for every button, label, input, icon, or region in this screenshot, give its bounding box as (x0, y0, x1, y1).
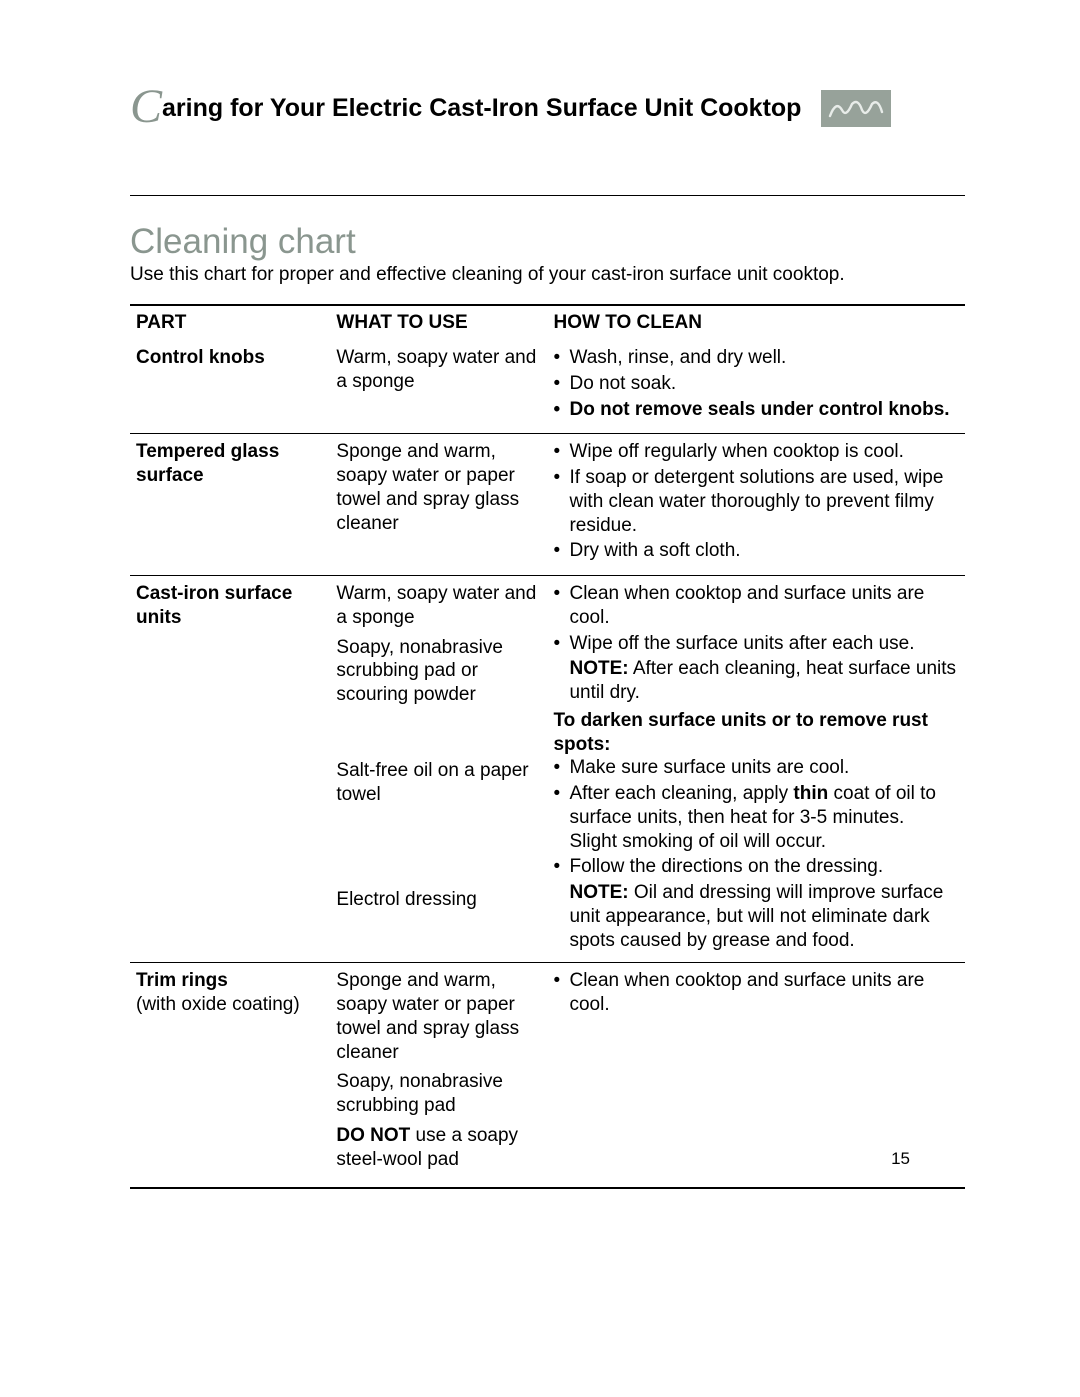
script-logo-icon (826, 96, 886, 122)
table-row: Cast-iron surface units Warm, soapy wate… (130, 576, 965, 963)
part-sub: (with oxide coating) (136, 993, 322, 1017)
col-header-what: WHAT TO USE (330, 305, 547, 340)
page-title: Caring for Your Electric Cast-Iron Surfa… (130, 94, 801, 123)
how-item: Dry with a soft cloth. (553, 539, 957, 563)
divider (130, 195, 965, 196)
what-cell: Sponge and warm, soapy water or paper to… (330, 434, 547, 576)
how-item: If soap or detergent solutions are used,… (553, 466, 957, 537)
what-text: Warm, soapy water and a sponge (336, 582, 539, 630)
how-item: Wipe off regularly when cooktop is cool. (553, 440, 957, 464)
part-cell: Control knobs (130, 340, 330, 434)
how-cell: Clean when cooktop and surface units are… (547, 576, 965, 963)
part-cell: Tempered glass surface (130, 434, 330, 576)
note-text: NOTE: Oil and dressing will improve surf… (553, 881, 957, 952)
sub-heading: To darken surface units or to remove rus… (553, 709, 957, 757)
how-item: Do not soak. (553, 372, 957, 396)
page-header: Caring for Your Electric Cast-Iron Surfa… (130, 90, 965, 127)
what-cell: Warm, soapy water and a sponge Soapy, no… (330, 576, 547, 963)
table-row: Control knobs Warm, soapy water and a sp… (130, 340, 965, 434)
table-header-row: PART WHAT TO USE HOW TO CLEAN (130, 305, 965, 340)
what-cell: Sponge and warm, soapy water or paper to… (330, 963, 547, 1189)
how-item: After each cleaning, apply thin coat of … (553, 782, 957, 853)
what-text: Soapy, nonabrasive scrubbing pad or scou… (336, 636, 539, 707)
what-cell: Warm, soapy water and a sponge (330, 340, 547, 434)
page-number: 15 (891, 1149, 910, 1169)
note-text: NOTE: After each cleaning, heat surface … (553, 657, 957, 705)
what-text: Soapy, nonabrasive scrubbing pad (336, 1070, 539, 1118)
how-item: Clean when cooktop and surface units are… (553, 969, 957, 1017)
col-header-how: HOW TO CLEAN (547, 305, 965, 340)
brand-logo (821, 90, 891, 127)
table-row: Trim rings (with oxide coating) Sponge a… (130, 963, 965, 1189)
section-subtitle: Use this chart for proper and effective … (130, 264, 965, 286)
title-text: aring for Your Electric Cast-Iron Surfac… (162, 94, 801, 122)
what-text: Salt-free oil on a paper towel (336, 759, 539, 807)
part-label: Trim rings (136, 969, 322, 993)
how-item: Wipe off the surface units after each us… (553, 632, 957, 656)
part-label: Cast-iron surface units (136, 583, 292, 628)
table-row: Tempered glass surface Sponge and warm, … (130, 434, 965, 576)
how-cell: Wash, rinse, and dry well. Do not soak. … (547, 340, 965, 434)
drop-cap: C (130, 80, 162, 133)
col-header-part: PART (130, 305, 330, 340)
part-cell: Trim rings (with oxide coating) (130, 963, 330, 1189)
how-item: Follow the directions on the dressing. (553, 855, 957, 879)
what-text: DO NOT use a soapy steel-wool pad (336, 1124, 539, 1172)
how-item: Wash, rinse, and dry well. (553, 346, 957, 370)
how-item: Clean when cooktop and surface units are… (553, 582, 957, 630)
how-item: Make sure surface units are cool. (553, 756, 957, 780)
section-title: Cleaning chart (130, 222, 965, 262)
how-cell: Wipe off regularly when cooktop is cool.… (547, 434, 965, 576)
part-cell: Cast-iron surface units (130, 576, 330, 963)
what-text: Sponge and warm, soapy water or paper to… (336, 969, 539, 1064)
cleaning-chart-table: PART WHAT TO USE HOW TO CLEAN Control kn… (130, 304, 965, 1189)
how-item-bold: Do not remove seals under control knobs. (553, 398, 957, 422)
what-text: Electrol dressing (336, 888, 539, 912)
